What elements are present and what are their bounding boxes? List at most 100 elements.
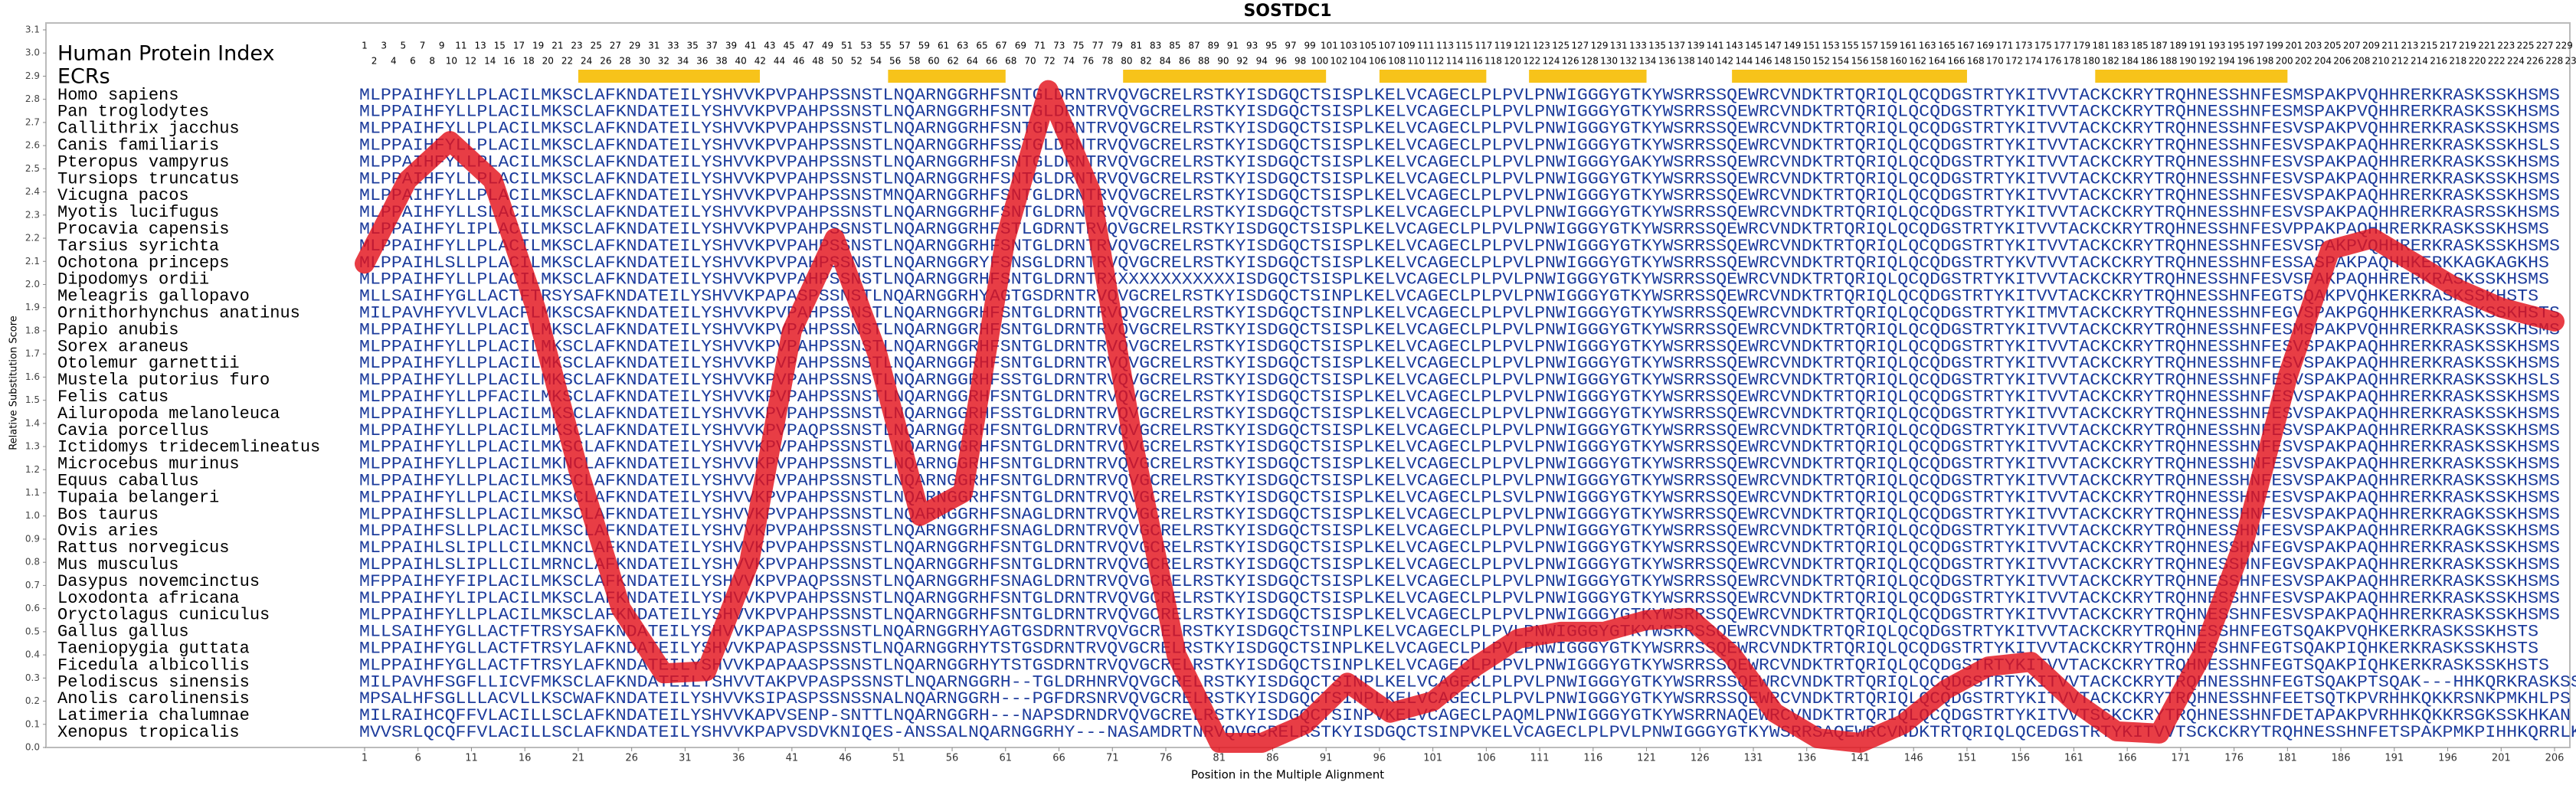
x-tick-label: 51: [892, 753, 905, 764]
protein-index: 58: [908, 56, 920, 67]
protein-index: 96: [1275, 56, 1287, 67]
protein-index: 153: [1822, 41, 1840, 51]
y-tick-label: 1.1: [25, 487, 40, 498]
x-tick-label: 11: [465, 753, 478, 764]
x-tick-label: 171: [2171, 753, 2190, 764]
protein-index: 142: [1716, 56, 1733, 67]
protein-index: 143: [1726, 41, 1743, 51]
species-name: Mustela putorius furo: [57, 371, 270, 390]
x-tick-label: 116: [1583, 753, 1602, 764]
protein-index: 230: [2565, 56, 2576, 67]
protein-index: 128: [1581, 56, 1599, 67]
protein-index: 100: [1311, 56, 1328, 67]
x-tick-label: 41: [786, 753, 799, 764]
sequence: MLPPAIHFYLLPLACILMKSCLAFKNDATEILYSHVVKPV…: [359, 169, 2560, 188]
protein-index: 176: [2044, 56, 2061, 67]
protein-index: 51: [841, 41, 853, 51]
ecr-bar: [1123, 70, 1327, 83]
protein-index: 3: [381, 41, 387, 51]
y-tick-label: 2.5: [25, 163, 40, 174]
protein-index: 79: [1111, 41, 1123, 51]
score-line: [355, 80, 2565, 753]
protein-index: 60: [928, 56, 939, 67]
species-name: Pelodiscus sinensis: [57, 672, 250, 692]
protein-index: 133: [1629, 41, 1647, 51]
protein-index: 136: [1658, 56, 1676, 67]
sequence: MLPPAIHFYLLPFACILMKSCLAFKNDATEILYSHVVKPV…: [359, 388, 2560, 407]
protein-index: 42: [754, 56, 766, 67]
protein-index: 145: [1745, 41, 1763, 51]
protein-index: 141: [1707, 41, 1724, 51]
protein-index: 65: [976, 41, 987, 51]
protein-index: 6: [410, 56, 416, 67]
protein-index: 25: [591, 41, 602, 51]
protein-index: 47: [803, 41, 814, 51]
protein-index: 95: [1265, 41, 1277, 51]
protein-index: 224: [2507, 56, 2525, 67]
protein-index: 36: [696, 56, 708, 67]
protein-index: 191: [2188, 41, 2206, 51]
sequence: MLPPAIHFYLLPLACILMKSCLAFKNDATEILYSHVVKPV…: [359, 354, 2560, 373]
y-tick-label: 1.5: [25, 394, 40, 405]
protein-index: 170: [1986, 56, 2004, 67]
protein-index: 109: [1398, 41, 1416, 51]
protein-index: 13: [474, 41, 486, 51]
protein-index: 197: [2247, 41, 2264, 51]
x-tick-label: 91: [1320, 753, 1333, 764]
protein-index: 121: [1514, 41, 1531, 51]
protein-index: 9: [439, 41, 445, 51]
x-tick-label: 121: [1637, 753, 1656, 764]
protein-index: 218: [2449, 56, 2466, 67]
x-axis-title: Position in the Multiple Alignment: [1191, 768, 1384, 782]
species-name: Homo sapiens: [57, 86, 178, 105]
protein-index: 112: [1426, 56, 1444, 67]
sequence: MLPPAIHFYLLPLACILMKSCLAFKNDATEILYSHVVKPV…: [359, 404, 2560, 424]
protein-index: 26: [600, 56, 611, 67]
protein-index: 34: [677, 56, 689, 67]
x-tick-label: 186: [2332, 753, 2351, 764]
y-tick-label: 2.7: [25, 116, 40, 127]
x-tick-label: 71: [1106, 753, 1119, 764]
protein-index: 177: [2054, 41, 2071, 51]
y-tick-label: 1.3: [25, 441, 40, 452]
y-tick-label: 0.1: [25, 718, 40, 729]
protein-index: 83: [1150, 41, 1161, 51]
protein-index: 22: [561, 56, 573, 67]
protein-index: 44: [774, 56, 785, 67]
x-tick-label: 101: [1423, 753, 1442, 764]
protein-index: 228: [2545, 56, 2563, 67]
x-tick-label: 126: [1691, 753, 1710, 764]
protein-index: 108: [1388, 56, 1406, 67]
protein-index: 211: [2381, 41, 2399, 51]
protein-index: 99: [1304, 41, 1316, 51]
y-tick-label: 2.9: [25, 70, 40, 81]
protein-index: 161: [1900, 41, 1917, 51]
x-tick-label: 61: [1000, 753, 1013, 764]
y-tick-label: 0.8: [25, 557, 40, 567]
y-tick-label: 0.3: [25, 672, 40, 683]
protein-index: 90: [1217, 56, 1229, 67]
protein-index: 183: [2112, 41, 2129, 51]
protein-index: 87: [1188, 41, 1200, 51]
protein-index: 181: [2092, 41, 2110, 51]
protein-index: 203: [2305, 41, 2322, 51]
protein-index: 11: [455, 41, 466, 51]
protein-index: 71: [1034, 41, 1046, 51]
protein-index: 179: [2073, 41, 2090, 51]
protein-index: 209: [2362, 41, 2380, 51]
y-tick-label: 0.4: [25, 649, 40, 660]
protein-index: 215: [2421, 41, 2438, 51]
x-tick-label: 131: [1744, 753, 1763, 764]
species-name: Felis catus: [57, 388, 169, 407]
protein-index: 38: [715, 56, 727, 67]
protein-index: 17: [513, 41, 525, 51]
protein-index: 110: [1407, 56, 1425, 67]
y-tick-label: 2.2: [25, 233, 40, 244]
protein-index: 217: [2440, 41, 2457, 51]
protein-index: 92: [1236, 56, 1248, 67]
protein-index: 50: [831, 56, 843, 67]
x-tick-label: 206: [2545, 753, 2565, 764]
x-tick-label: 86: [1266, 753, 1279, 764]
protein-index: 102: [1331, 56, 1348, 67]
